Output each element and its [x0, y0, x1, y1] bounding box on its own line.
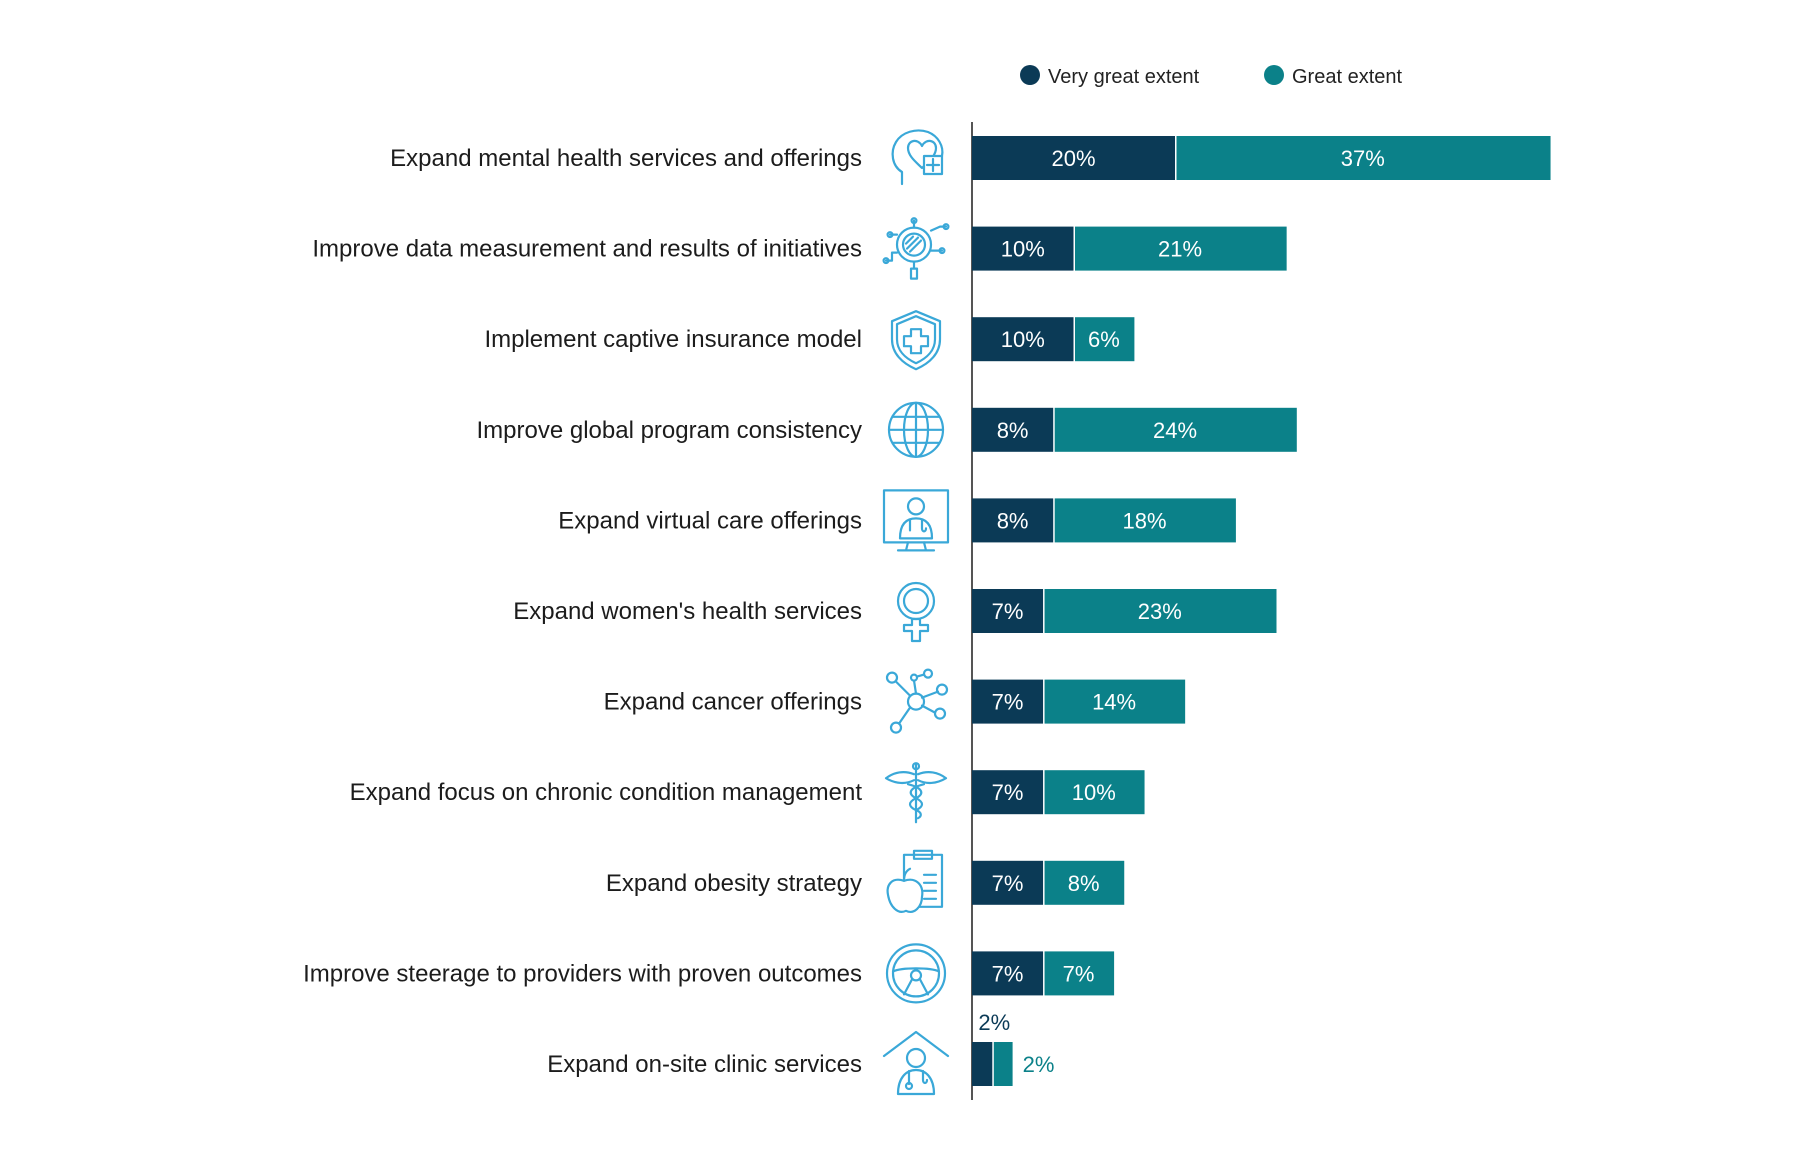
- data-label-very-great-extent: 7%: [992, 599, 1024, 624]
- chart-row: Expand women's health services 7% 23%: [513, 581, 1277, 643]
- bar-very-great-extent: [972, 860, 1044, 905]
- bar-great-extent: [1176, 136, 1551, 180]
- category-label: Expand mental health services and offeri…: [390, 145, 862, 172]
- bar-very-great-extent: [972, 226, 1074, 271]
- data-label-great-extent: 21%: [1158, 237, 1202, 262]
- category-label: Improve global program consistency: [476, 417, 862, 444]
- bar-very-great-extent: [972, 679, 1044, 724]
- data-label-very-great-extent: 7%: [992, 690, 1024, 715]
- data-label-very-great-extent: 7%: [992, 961, 1024, 986]
- category-label: Expand on-site clinic services: [547, 1051, 862, 1078]
- data-label-very-great-extent: 10%: [1001, 327, 1045, 352]
- legend-item-very-great-extent: Very great extent: [1020, 65, 1200, 88]
- data-label-great-extent: 24%: [1153, 418, 1197, 443]
- bar-great-extent: [1044, 589, 1277, 633]
- bar-very-great-extent: [972, 498, 1054, 543]
- bar-great-extent: [993, 1042, 1013, 1086]
- data-label-great-extent: 37%: [1341, 146, 1385, 171]
- chart-row: Improve steerage to providers with prove…: [303, 943, 1115, 1004]
- virtual-doctor-monitor-icon: [882, 489, 950, 552]
- bar-great-extent: [1054, 498, 1236, 543]
- category-label: Expand obesity strategy: [606, 870, 862, 897]
- female-symbol-icon: [896, 581, 936, 643]
- head-heart-plus-icon: [891, 129, 944, 186]
- bar-very-great-extent: [972, 951, 1044, 996]
- data-label-great-extent: 18%: [1123, 508, 1167, 533]
- legend-swatch: [1264, 65, 1284, 85]
- legend-swatch: [1020, 65, 1040, 85]
- category-label: Improve data measurement and results of …: [312, 236, 862, 263]
- steering-wheel-icon: [885, 943, 947, 1004]
- bar-very-great-extent: [972, 1042, 993, 1086]
- chart-row: Expand virtual care offerings 8% 18%: [558, 489, 1236, 552]
- bar-very-great-extent: [972, 136, 1175, 180]
- legend-label: Very great extent: [1048, 66, 1200, 88]
- chart-row: Expand cancer offerings 7% 14%: [604, 668, 1186, 734]
- category-label: Improve steerage to providers with prove…: [303, 960, 862, 987]
- bar-great-extent: [1044, 770, 1145, 815]
- category-label: Expand cancer offerings: [604, 689, 862, 716]
- data-label-very-great-extent: 20%: [1051, 146, 1095, 171]
- data-label-great-extent: 7%: [1063, 961, 1095, 986]
- data-label-great-extent: 14%: [1092, 690, 1136, 715]
- category-label: Expand focus on chronic condition manage…: [350, 779, 863, 806]
- data-label-very-great-extent: 8%: [997, 418, 1029, 443]
- bar-great-extent: [1044, 679, 1186, 724]
- globe-icon: [887, 401, 945, 458]
- data-label-great-extent: 10%: [1072, 780, 1116, 805]
- caduceus-icon: [884, 762, 948, 824]
- legend-item-great-extent: Great extent: [1264, 65, 1403, 88]
- legend-label: Great extent: [1292, 66, 1403, 88]
- bar-great-extent: [1044, 951, 1115, 996]
- chart-row: Expand focus on chronic condition manage…: [350, 762, 1145, 824]
- data-label-very-great-extent: 2%: [978, 1010, 1010, 1035]
- chart-row: Implement captive insurance model 10% 6%: [484, 310, 1135, 371]
- category-label: Expand women's health services: [513, 598, 862, 625]
- bar-great-extent: [1075, 226, 1287, 271]
- category-label: Implement captive insurance model: [484, 326, 862, 353]
- bar-very-great-extent: [972, 589, 1044, 633]
- magnifier-data-icon: [882, 217, 950, 280]
- data-label-very-great-extent: 7%: [992, 871, 1024, 896]
- molecule-icon: [885, 668, 949, 734]
- data-label-very-great-extent: 10%: [1001, 237, 1045, 262]
- data-label-great-extent: 6%: [1088, 327, 1120, 352]
- chart-row: Expand on-site clinic services 2% 2%: [547, 1010, 1055, 1096]
- apple-clipboard-icon: [886, 849, 944, 913]
- house-doctor-icon: [882, 1030, 950, 1096]
- shield-cross-icon: [890, 310, 942, 371]
- bar-very-great-extent: [972, 770, 1044, 815]
- chart-row: Improve global program consistency 8% 24%: [476, 401, 1297, 458]
- data-label-very-great-extent: 7%: [992, 780, 1024, 805]
- data-label-great-extent: 2%: [1023, 1052, 1055, 1077]
- data-label-very-great-extent: 8%: [997, 508, 1029, 533]
- bar-very-great-extent: [972, 407, 1054, 452]
- chart-row: Expand obesity strategy 7% 8%: [606, 849, 1125, 913]
- data-label-great-extent: 23%: [1138, 599, 1182, 624]
- bar-great-extent: [1054, 407, 1297, 452]
- bar-great-extent: [1044, 860, 1125, 905]
- chart-row: Improve data measurement and results of …: [312, 217, 1287, 280]
- bar-great-extent: [1075, 317, 1135, 362]
- category-label: Expand virtual care offerings: [558, 507, 862, 534]
- chart-row: Expand mental health services and offeri…: [390, 129, 1551, 186]
- bar-very-great-extent: [972, 317, 1074, 362]
- data-label-great-extent: 8%: [1068, 871, 1100, 896]
